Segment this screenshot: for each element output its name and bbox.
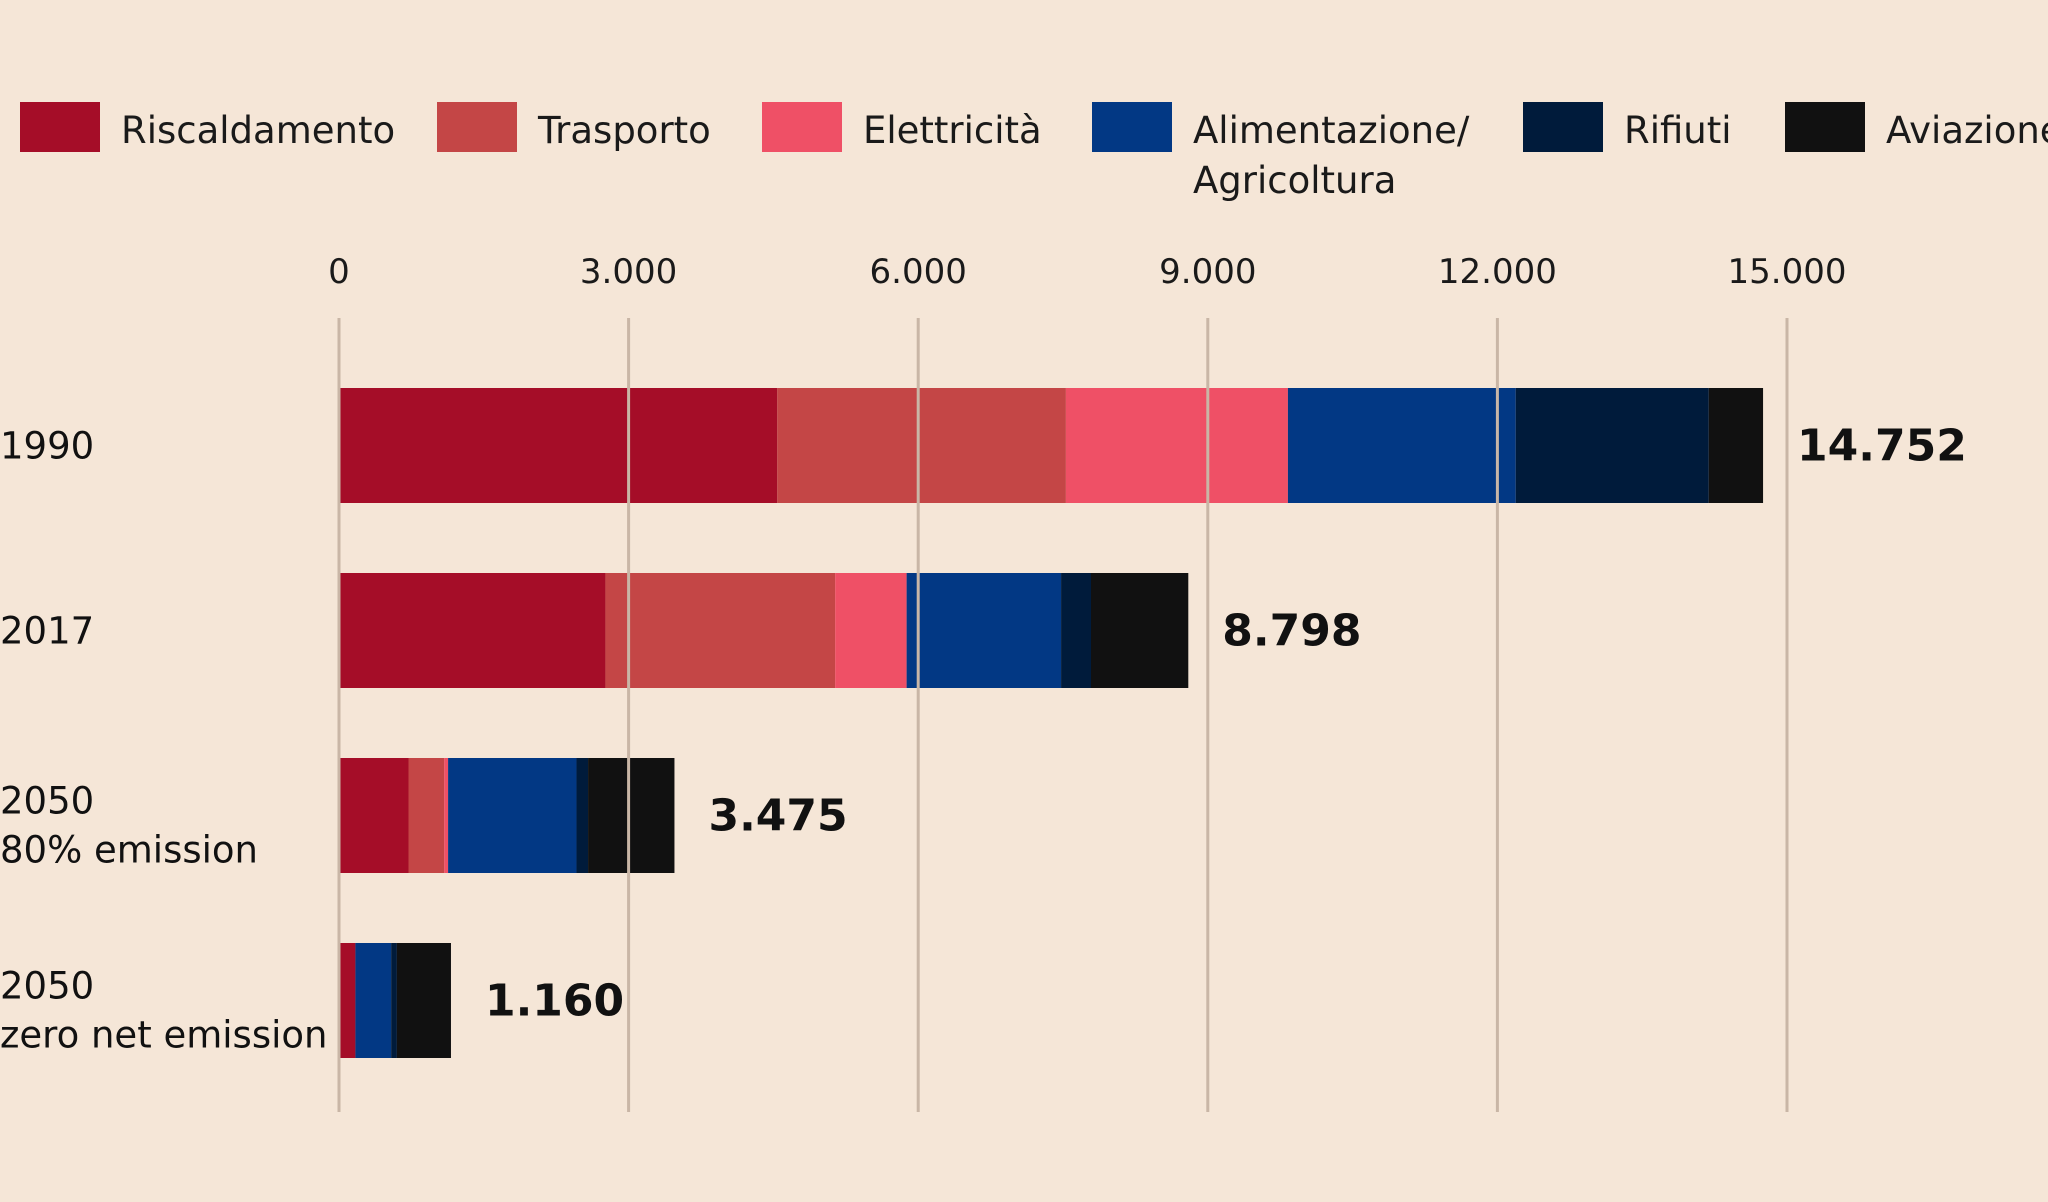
legend-label-alimentazione: Alimentazione/ Agricoltura: [1193, 109, 1470, 202]
legend-swatch-rifiuti: [1523, 102, 1603, 152]
x-tick-label-0: 0: [328, 252, 350, 292]
bar-riscaldamento-0: [339, 388, 778, 503]
x-tick-label-2: 6.000: [870, 252, 967, 292]
bar-alimentazione-0: [1287, 388, 1516, 503]
bar-aviazione-3: [396, 943, 451, 1058]
category-label-3: 2050: [0, 965, 94, 1008]
category-label-2: 2050: [0, 780, 94, 823]
bar-aviazione-0: [1708, 388, 1764, 503]
category-label-0: 1990: [0, 425, 94, 468]
bar-trasporto-2: [408, 758, 445, 873]
total-label-2: 3.475: [708, 791, 847, 842]
total-label-1: 8.798: [1222, 606, 1361, 657]
legend: Riscaldamento Trasporto Elettricità Alim…: [20, 100, 2048, 210]
bar-riscaldamento-1: [339, 573, 606, 688]
legend-swatch-aviazione: [1785, 102, 1865, 152]
bar-alimentazione-3: [355, 943, 392, 1058]
bar-elettricita-1: [835, 573, 907, 688]
bar-rifiuti-2: [576, 758, 589, 873]
legend-label-trasporto: Trasporto: [538, 109, 711, 152]
total-label-3: 1.160: [485, 976, 624, 1027]
legend-label-rifiuti: Rifiuti: [1624, 109, 1732, 152]
bar-rifiuti-0: [1515, 388, 1709, 503]
legend-swatch-elettricita: [762, 102, 842, 152]
legend-label-elettricita: Elettricità: [863, 109, 1042, 152]
legend-label-aviazione: Aviazione: [1886, 109, 2048, 152]
x-tick-label-4: 12.000: [1438, 252, 1557, 292]
legend-swatch-riscaldamento: [20, 102, 100, 152]
legend-swatch-trasporto: [437, 102, 517, 152]
bar-elettricita-0: [1065, 388, 1288, 503]
bar-aviazione-2: [588, 758, 675, 873]
bar-rifiuti-3: [391, 943, 397, 1058]
bar-alimentazione-2: [448, 758, 577, 873]
bar-elettricita-2: [444, 758, 449, 873]
bar-aviazione-1: [1090, 573, 1189, 688]
x-tick-label-5: 15.000: [1728, 252, 1847, 292]
total-label-0: 14.752: [1797, 421, 1967, 472]
category-label-1: 2017: [0, 610, 94, 653]
category-sublabel-3: zero net emission: [0, 1014, 327, 1057]
bar-alimentazione-1: [906, 573, 1062, 688]
bar-riscaldamento-2: [339, 758, 409, 873]
bar-trasporto-1: [605, 573, 836, 688]
bar-riscaldamento-3: [339, 943, 356, 1058]
bar-trasporto-0: [777, 388, 1066, 503]
legend-label-riscaldamento: Riscaldamento: [121, 109, 396, 152]
category-sublabel-2: 80% emission: [0, 829, 258, 872]
legend-swatch-alimentazione: [1092, 102, 1172, 152]
x-tick-label-3: 9.000: [1159, 252, 1256, 292]
bar-rifiuti-1: [1061, 573, 1091, 688]
x-tick-label-1: 3.000: [580, 252, 677, 292]
